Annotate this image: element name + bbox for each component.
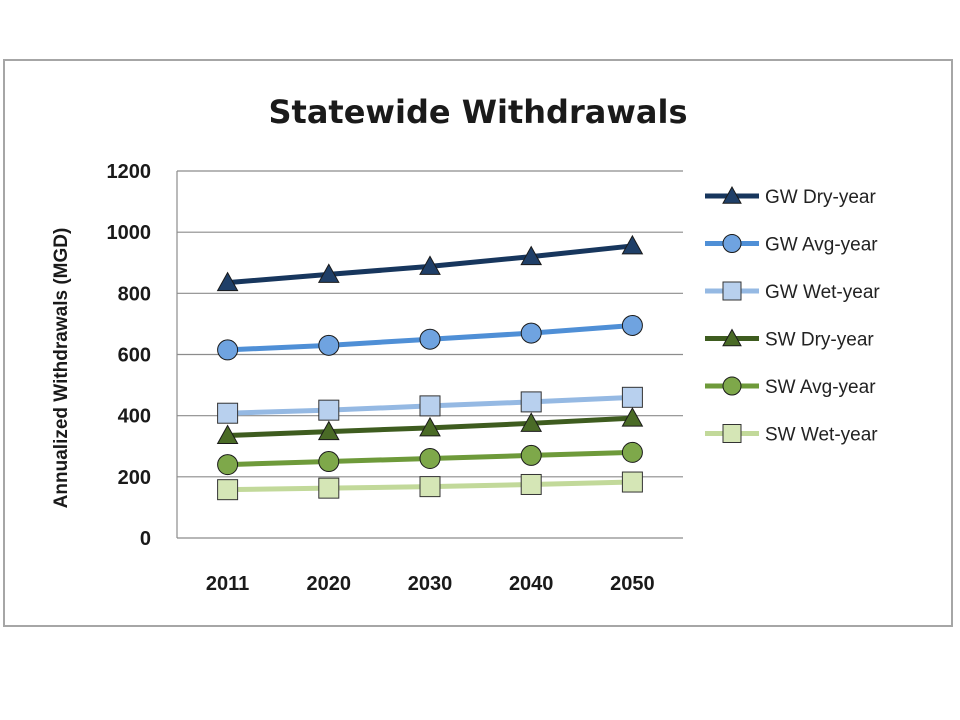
y-tick-label: 600	[118, 345, 151, 367]
data-point	[520, 412, 543, 432]
series-sw-avg-year	[217, 441, 643, 476]
data-point	[217, 339, 239, 361]
data-point	[419, 395, 441, 417]
y-tick-label: 1200	[107, 161, 152, 183]
y-tick-label: 0	[140, 528, 151, 550]
legend-marker	[722, 328, 742, 347]
gridlines	[176, 170, 683, 539]
x-tick-label: 2020	[307, 573, 352, 595]
legend: GW Dry-year GW Avg-year GW Wet-year SW Dry-…	[705, 185, 880, 446]
data-point	[621, 386, 643, 408]
y-tick-label: 800	[118, 283, 151, 305]
chart-svg: Statewide Withdrawals Annualized Withdra…	[51, 93, 880, 595]
legend-marker	[722, 185, 742, 204]
legend-label: GW Dry-year	[765, 187, 877, 208]
data-point	[520, 444, 542, 466]
x-tick-label: 2050	[610, 573, 655, 595]
legend-label: SW Dry-year	[765, 330, 874, 351]
data-point	[621, 314, 643, 336]
data-point	[419, 416, 441, 437]
series-gw-wet-year	[217, 386, 643, 424]
data-point	[419, 476, 441, 498]
data-point	[520, 391, 542, 413]
data-point	[621, 441, 643, 463]
data-point	[318, 451, 340, 473]
data-point	[217, 479, 239, 501]
series-sw-dry-year	[216, 407, 644, 445]
data-point	[318, 477, 340, 499]
series-sw-wet-year	[217, 471, 643, 501]
x-tick-label: 2040	[509, 573, 554, 595]
legend-marker	[722, 424, 742, 443]
chart-title: Statewide Withdrawals	[268, 93, 687, 131]
data-point	[621, 234, 644, 255]
legend-entry: GW Avg-year	[705, 234, 878, 256]
legend-marker	[722, 234, 742, 253]
series-lines	[216, 234, 644, 501]
legend-marker	[722, 376, 742, 396]
data-point	[217, 402, 239, 424]
series-gw-dry-year	[216, 234, 644, 292]
data-point	[520, 245, 543, 266]
chart-frame: Statewide Withdrawals Annualized Withdra…	[3, 59, 953, 627]
data-point	[318, 399, 340, 421]
data-point	[520, 322, 542, 344]
y-tick-labels: 0 200 400 600 800 1000 1200	[107, 161, 152, 550]
legend-entry: SW Wet-year	[705, 424, 878, 446]
legend-marker	[722, 281, 742, 301]
legend-entry: SW Dry-year	[705, 328, 874, 351]
data-point	[317, 263, 340, 283]
data-point	[216, 271, 239, 292]
y-tick-label: 1000	[107, 222, 152, 244]
legend-entry: GW Wet-year	[705, 281, 880, 303]
legend-label: SW Wet-year	[765, 425, 878, 446]
data-point	[216, 424, 239, 445]
data-point	[520, 473, 542, 495]
data-point	[318, 334, 340, 356]
legend-entry: SW Avg-year	[705, 376, 876, 398]
data-point	[317, 420, 340, 441]
x-tick-labels: 2011 2020 2030 2040 2050	[206, 573, 655, 595]
y-tick-label: 400	[118, 406, 151, 428]
data-point	[217, 454, 239, 476]
data-point	[621, 407, 644, 427]
legend-label: GW Avg-year	[765, 235, 878, 256]
x-tick-label: 2011	[206, 573, 249, 595]
data-point	[621, 471, 643, 493]
series-gw-avg-year	[217, 314, 643, 361]
data-point	[419, 447, 441, 469]
legend-label: SW Avg-year	[765, 377, 876, 398]
y-tick-label: 200	[118, 467, 151, 489]
y-axis-label: Annualized Withdrawals (MGD)	[51, 228, 72, 509]
data-point	[419, 255, 441, 275]
data-point	[419, 328, 441, 350]
legend-label: GW Wet-year	[765, 282, 880, 303]
legend-entry: GW Dry-year	[705, 185, 877, 208]
x-tick-label: 2030	[408, 573, 453, 595]
